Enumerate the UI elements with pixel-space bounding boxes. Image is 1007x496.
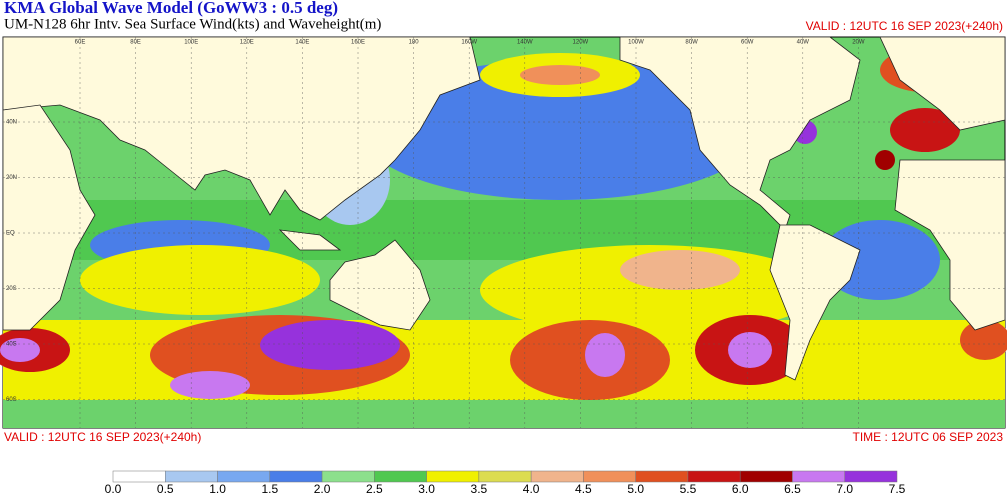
land <box>894 159 1006 331</box>
colorbar-box <box>321 470 375 483</box>
title: KMA Global Wave Model (GoWW3 : 0.5 deg) <box>4 0 338 17</box>
lon-label: 40W <box>797 40 810 46</box>
colorbar-label: 5.5 <box>680 482 697 496</box>
colorbar-label: 5.0 <box>627 482 644 496</box>
storm <box>875 150 895 170</box>
colorbar-box <box>269 470 323 483</box>
colorbar-label: 3.5 <box>471 482 488 496</box>
lat-label: 40S <box>6 342 17 348</box>
colorbar-label: 2.0 <box>314 482 331 496</box>
ocean-field <box>960 320 1007 360</box>
ocean-field <box>620 250 740 290</box>
colorbar-box <box>583 470 636 483</box>
ocean-field <box>170 371 250 399</box>
ocean-field <box>80 245 320 315</box>
colorbar-box <box>635 470 689 483</box>
lon-label: 120E <box>240 40 254 46</box>
lon-label: 80E <box>130 40 141 46</box>
colorbar-box <box>217 470 271 483</box>
lon-label: 60E <box>75 40 86 46</box>
colorbar-label: 3.0 <box>418 482 435 496</box>
land <box>278 229 342 251</box>
subtitle: UM-N128 6hr Intv. Sea Surface Wind(kts) … <box>4 16 381 32</box>
colorbar-box <box>426 470 480 483</box>
ocean-field <box>520 65 600 85</box>
land <box>619 36 861 231</box>
ocean-field <box>260 320 400 370</box>
lat-label: 20S <box>6 286 17 292</box>
lon-label: 160E <box>351 40 365 46</box>
colorbar-box <box>792 470 845 483</box>
lon-label: 120W <box>573 40 589 46</box>
colorbar-box <box>739 470 793 483</box>
lon-label: 140W <box>517 40 533 46</box>
land <box>2 36 481 221</box>
ocean-field <box>728 332 772 368</box>
lon-label: 20W <box>852 40 865 46</box>
land <box>2 104 96 331</box>
land <box>329 239 431 331</box>
colorbar-box <box>374 470 427 483</box>
lon-label: 100E <box>184 40 198 46</box>
colorbar-box <box>165 470 218 483</box>
lon-label: 180 <box>409 40 420 46</box>
ocean-field <box>360 60 760 200</box>
init-time: TIME : 12UTC 06 SEP 2023 <box>852 430 1003 444</box>
colorbar-label: 7.0 <box>836 482 853 496</box>
lat-label: 40N <box>6 120 17 126</box>
colorbar-label: 4.5 <box>575 482 592 496</box>
valid-bottom: VALID : 12UTC 16 SEP 2023(+240h) <box>4 430 201 444</box>
lon-label: 140E <box>295 40 309 46</box>
colorbar-label: 6.0 <box>732 482 749 496</box>
lon-label: 160W <box>461 40 477 46</box>
colorbar-box <box>530 470 584 483</box>
ocean-field <box>585 333 625 377</box>
valid-top: VALID : 12UTC 16 SEP 2023(+240h) <box>806 19 1003 33</box>
lon-label: 100W <box>628 40 644 46</box>
colorbar-label: 7.5 <box>889 482 906 496</box>
lat-label: EQ <box>6 231 15 237</box>
colorbar-label: 4.0 <box>523 482 540 496</box>
land <box>769 224 861 381</box>
land <box>879 36 1006 131</box>
colorbar-box <box>112 470 166 483</box>
colorbar-box <box>478 470 532 483</box>
ocean-field <box>3 400 1005 428</box>
colorbar-label: 0.0 <box>105 482 122 496</box>
map <box>0 36 1007 429</box>
colorbar-box <box>844 470 898 483</box>
colorbar-label: 1.5 <box>261 482 278 496</box>
colorbar-label: 6.5 <box>784 482 801 496</box>
lon-label: 60W <box>741 40 754 46</box>
lat-label: 60S <box>6 397 17 403</box>
ocean-field <box>890 108 960 152</box>
colorbar-label: 2.5 <box>366 482 383 496</box>
lon-label: 80W <box>685 40 698 46</box>
lat-label: 20N <box>6 175 17 181</box>
colorbar-box <box>687 470 741 483</box>
colorbar-label: 0.5 <box>157 482 174 496</box>
colorbar-label: 1.0 <box>209 482 226 496</box>
